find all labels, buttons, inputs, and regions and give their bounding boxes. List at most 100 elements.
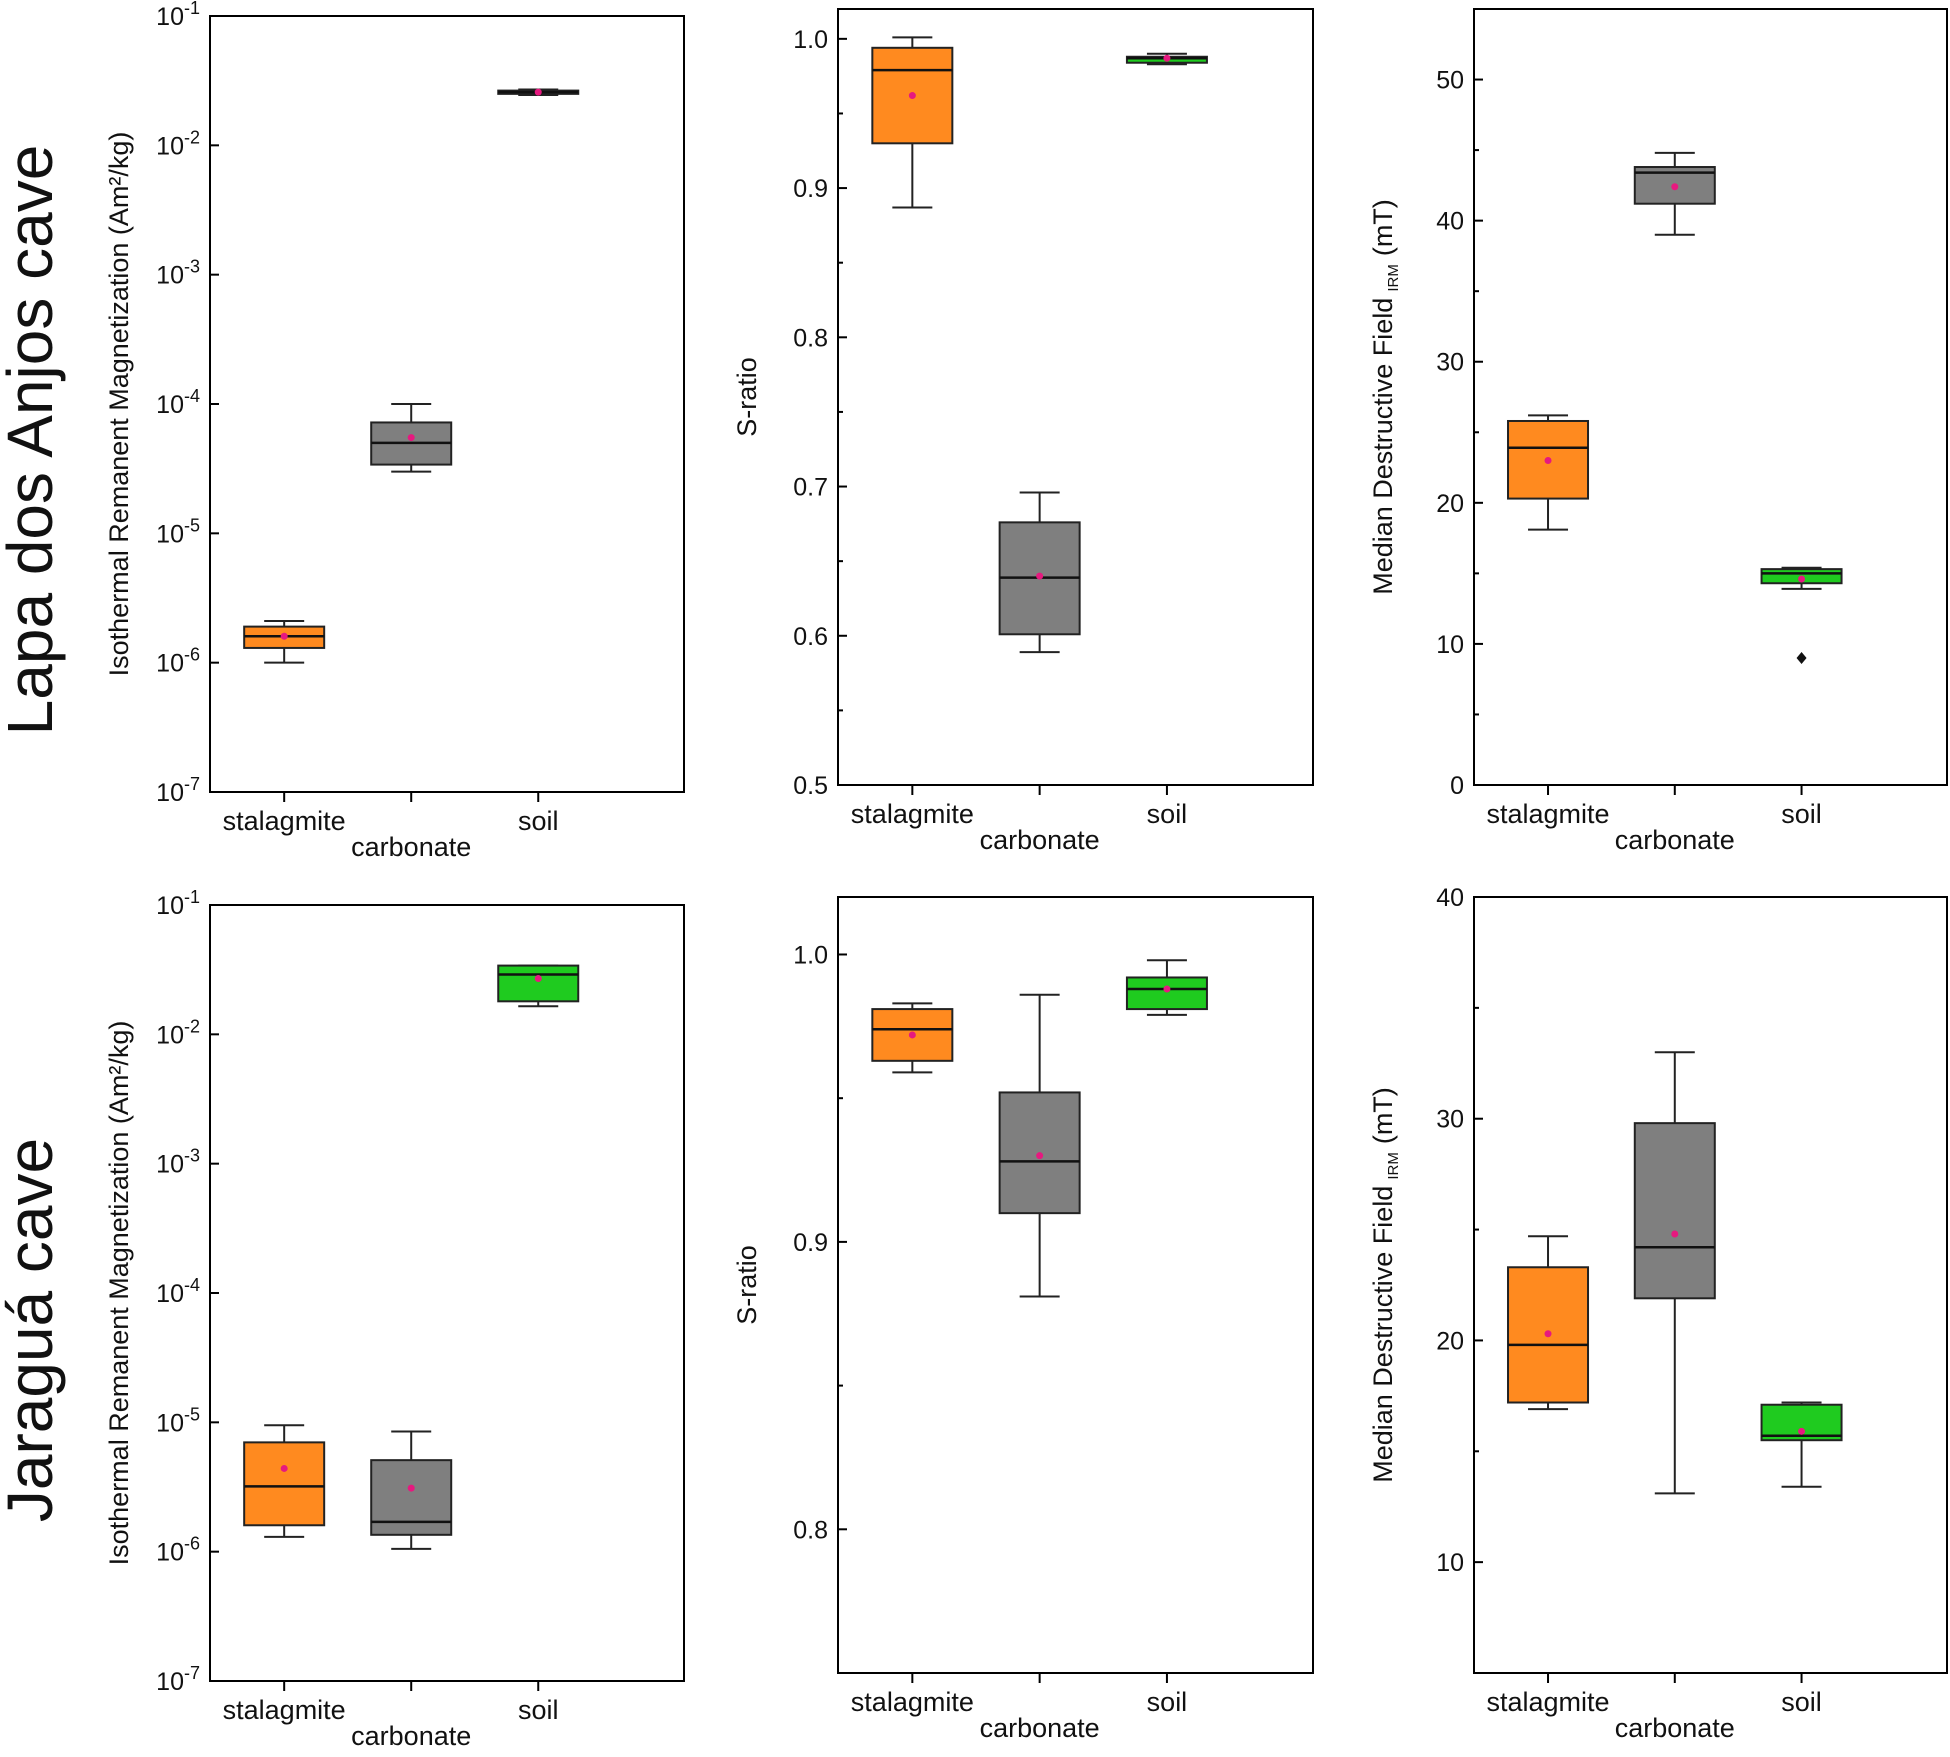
iqr-box [243, 1441, 326, 1527]
y-tick-label: 30 [1436, 1106, 1464, 1134]
y-axis-title: S-ratio [732, 357, 762, 437]
x-category-label-soil: soil [1781, 1687, 1822, 1717]
y-tick-label: 10-3 [156, 257, 200, 290]
x-category-label-soil: soil [1147, 799, 1188, 829]
y-tick-label: 0.5 [793, 772, 828, 800]
plot-frame [1473, 8, 1948, 786]
mean-marker [1544, 1330, 1552, 1338]
row-label-top: Lapa dos Anjos cave [0, 145, 66, 736]
y-tick-label: 20 [1436, 490, 1464, 518]
y-tick-label: 10-2 [156, 1016, 200, 1049]
y-axis-title: Median Destructive FieldIRM(mT) [1368, 199, 1402, 595]
y-tick-label: 40 [1436, 208, 1464, 236]
mean-marker [280, 632, 288, 640]
box-stalagmite [1507, 414, 1590, 531]
y-tick-label: 40 [1436, 884, 1464, 912]
y-tick-label: 10-2 [156, 127, 200, 160]
y-axis-title: Median Destructive FieldIRM(mT) [1368, 1087, 1402, 1483]
x-category-label-carbonate: carbonate [351, 832, 471, 862]
y-tick-label: 0.6 [793, 623, 828, 651]
outlier-marker [1796, 652, 1807, 665]
y-tick-label: 10-6 [156, 645, 200, 678]
y-tick-label: 10-4 [156, 386, 200, 419]
mean-marker [280, 1464, 288, 1472]
box-stalagmite [871, 36, 954, 209]
y-tick-label: 10-5 [156, 515, 200, 548]
x-category-label-carbonate: carbonate [980, 1713, 1100, 1743]
mean-marker [908, 1031, 916, 1039]
plot-frame [837, 8, 1314, 786]
plot-frame [1473, 896, 1948, 1674]
x-category-label-carbonate: carbonate [351, 1721, 471, 1751]
box-stalagmite [243, 1424, 326, 1538]
panel-2: 0.5 0.6 0.7 0.8 0.9 1.0 S-ratio stalagmitecarbo… [732, 8, 1314, 855]
x-category-label-stalagmite: stalagmite [1486, 799, 1609, 829]
plot-frame [209, 15, 685, 793]
iqr-box [370, 1459, 453, 1536]
box-stalagmite [1507, 1235, 1590, 1411]
mean-marker [407, 434, 415, 442]
y-tick-label: 10-6 [156, 1534, 200, 1567]
box-carbonate [1633, 151, 1716, 236]
x-category-label-soil: soil [1147, 1687, 1188, 1717]
mean-marker [1544, 456, 1552, 464]
box-soil [1760, 566, 1843, 665]
y-axis-title: Isothermal Remanent Magnetization (Am²/k… [104, 132, 134, 677]
box-stalagmite [871, 1002, 954, 1074]
x-category-label-stalagmite: stalagmite [223, 1695, 346, 1725]
y-tick-label: 50 [1436, 67, 1464, 95]
y-tick-label: 10-1 [156, 887, 200, 920]
y-tick-label: 30 [1436, 349, 1464, 377]
x-category-label-carbonate: carbonate [1615, 1713, 1735, 1743]
x-category-label-soil: soil [518, 806, 559, 836]
mean-marker [534, 975, 542, 983]
box-soil [497, 88, 580, 97]
row-label-bottom: Jaraguá cave [0, 1138, 66, 1522]
panel-3: 0 10 20 30 40 50 Median Destructive FieldIRM(m… [1368, 8, 1948, 855]
iqr-box [1507, 1266, 1590, 1404]
y-tick-label: 10-7 [156, 1663, 200, 1696]
iqr-box [1125, 976, 1208, 1011]
mean-marker [1798, 1427, 1806, 1435]
box-carbonate [998, 491, 1081, 654]
mean-marker [1798, 575, 1806, 583]
mean-marker [908, 92, 916, 100]
y-tick-label: 20 [1436, 1327, 1464, 1355]
plot-frame [209, 904, 685, 1682]
y-tick-label: 10-3 [156, 1146, 200, 1179]
box-carbonate [370, 403, 453, 473]
panel-1: 10-7 10-6 10-5 10-4 10-3 10-2 10-1 Isothermal R… [104, 0, 685, 862]
mean-marker [1036, 572, 1044, 580]
box-soil [1125, 52, 1208, 66]
iqr-box [497, 964, 580, 1003]
y-tick-label: 0.7 [793, 474, 828, 502]
y-tick-label: 10-5 [156, 1404, 200, 1437]
x-category-label-soil: soil [518, 1695, 559, 1725]
y-tick-label: 0.9 [793, 175, 828, 203]
mean-marker [534, 88, 542, 96]
x-category-label-stalagmite: stalagmite [851, 799, 974, 829]
x-category-label-soil: soil [1781, 799, 1822, 829]
box-carbonate [1633, 1051, 1716, 1495]
y-axis-title: S-ratio [732, 1245, 762, 1325]
panel-6: 10 20 30 40 Median Destructive FieldIRM(mT) s… [1368, 884, 1948, 1743]
mean-marker [1036, 1152, 1044, 1160]
x-category-label-stalagmite: stalagmite [223, 806, 346, 836]
x-category-label-stalagmite: stalagmite [1486, 1687, 1609, 1717]
box-soil [1760, 1401, 1843, 1488]
mean-marker [407, 1484, 415, 1492]
box-soil [1125, 959, 1208, 1016]
plot-frame [837, 896, 1314, 1674]
y-tick-label: 0.9 [793, 1229, 828, 1257]
y-tick-label: 10-1 [156, 0, 200, 31]
y-tick-label: 1.0 [793, 941, 828, 969]
y-tick-label: 0.8 [793, 1516, 828, 1544]
x-category-label-carbonate: carbonate [980, 825, 1100, 855]
panel-4: 10-7 10-6 10-5 10-4 10-3 10-2 10-1 Isothermal R… [104, 887, 685, 1751]
mean-marker [1163, 54, 1171, 62]
mean-marker [1163, 985, 1171, 993]
y-tick-label: 0 [1450, 772, 1464, 800]
box-carbonate [370, 1430, 453, 1550]
